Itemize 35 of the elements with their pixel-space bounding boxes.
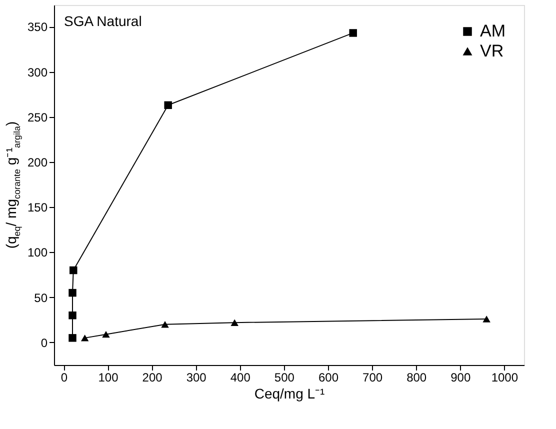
x-tick-label: 300 [186,370,207,384]
point [68,312,76,320]
point [80,334,89,342]
y-tick-label: 200 [27,155,48,170]
x-tick-label: 500 [274,370,295,384]
y-tick-label: 300 [27,65,48,80]
x-tick-label: 0 [60,370,68,384]
y-tick-label: 100 [27,246,48,260]
point [349,29,357,37]
point [164,101,172,110]
x-tick-label: 1000 [491,370,518,384]
point [102,330,110,338]
y-tick-label: 250 [27,110,48,124]
point [482,316,490,322]
y-tick-label: 350 [27,20,48,34]
y-tick-label: 150 [27,200,48,215]
annotation: SGA Natural [64,13,142,29]
x-axis-title: Ceq/mg L⁻¹ [254,386,326,402]
x-tick-label: 200 [142,370,163,384]
x-tick-label: 800 [406,370,427,384]
legend-label: AM [480,22,506,40]
x-tick-label: 700 [362,370,383,384]
point [70,266,78,274]
y-axis-title: (qeq/ mgcorante g⁻¹argila) [3,121,22,249]
point [68,288,76,297]
x-tick-label: 400 [230,370,251,384]
y-tick-label: 0 [40,336,48,350]
point [68,334,76,342]
point [161,321,169,328]
y-tick-label: 50 [34,290,48,305]
point [230,319,238,326]
x-tick-label: 100 [98,370,119,384]
legend-label: VR [480,42,504,60]
x-tick-label: 900 [450,370,471,384]
x-tick-label: 600 [318,370,339,384]
